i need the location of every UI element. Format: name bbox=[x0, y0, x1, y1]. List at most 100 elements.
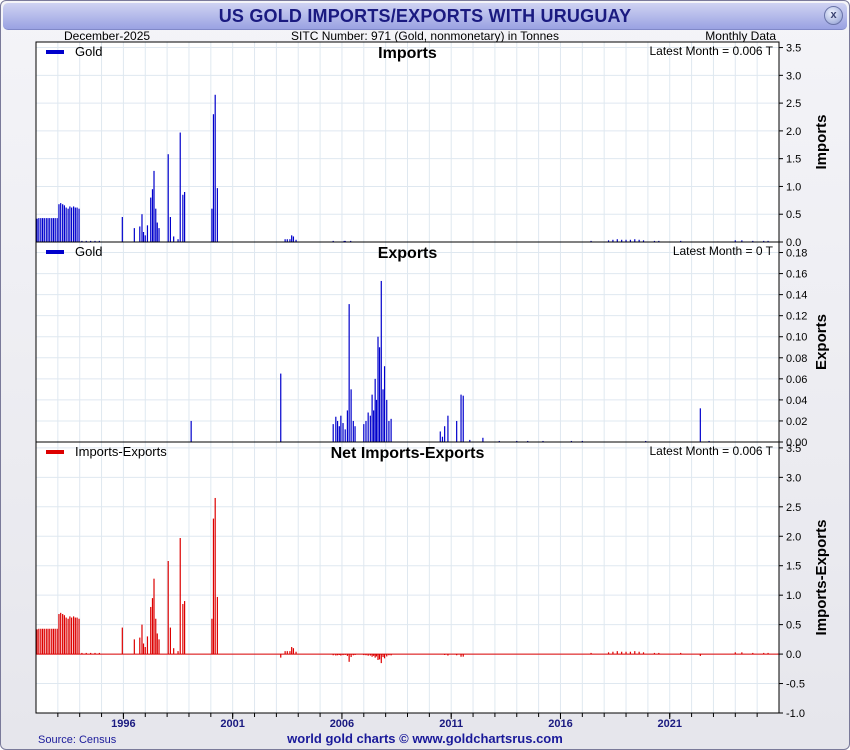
exports-bar bbox=[462, 395, 464, 442]
net-ytick-label: 3.0 bbox=[786, 472, 801, 484]
net-legend-label: Imports-Exports bbox=[75, 444, 167, 459]
net-latest-month: Latest Month = 0.006 T bbox=[649, 444, 773, 458]
exports-bar bbox=[346, 410, 349, 442]
imports-bar bbox=[150, 197, 152, 242]
exports-bar bbox=[344, 429, 346, 442]
imports-bar bbox=[629, 239, 631, 242]
imports-ytick-label: 3.0 bbox=[786, 70, 801, 82]
net-bar bbox=[78, 618, 80, 655]
net-bar bbox=[336, 654, 339, 656]
imports-bar bbox=[74, 207, 76, 242]
net-bar bbox=[52, 628, 55, 655]
exports-bar bbox=[469, 439, 471, 442]
imports-bar bbox=[634, 239, 636, 242]
exports-bar bbox=[498, 440, 500, 442]
imports-bar bbox=[612, 239, 614, 242]
net-bar bbox=[182, 604, 184, 655]
imports-bar bbox=[211, 208, 213, 242]
net-bar bbox=[177, 651, 179, 655]
exports-bar bbox=[380, 280, 382, 442]
net-bar bbox=[658, 652, 660, 655]
imports-bar bbox=[653, 240, 656, 242]
imports-bar bbox=[51, 218, 53, 242]
net-bar bbox=[344, 654, 346, 655]
imports-ytick-label: 3.5 bbox=[786, 43, 801, 55]
close-button[interactable]: x bbox=[824, 6, 843, 25]
imports-bar bbox=[90, 240, 92, 242]
imports-bar bbox=[85, 240, 87, 242]
net-bar bbox=[51, 628, 53, 655]
imports-bar bbox=[67, 208, 69, 242]
exports-bar bbox=[570, 440, 572, 442]
exports-ytick-label: 0.00 bbox=[786, 437, 807, 449]
imports-bar bbox=[81, 240, 83, 242]
imports-bar bbox=[54, 218, 56, 242]
net-bar bbox=[365, 654, 367, 656]
exports-bar bbox=[342, 423, 344, 442]
imports-bar bbox=[153, 170, 155, 242]
net-bar bbox=[36, 629, 38, 655]
exports-bar bbox=[375, 399, 378, 442]
net-bar bbox=[40, 628, 42, 655]
net-bar bbox=[291, 647, 293, 655]
imports-panel-title: Imports bbox=[378, 45, 437, 62]
net-bar bbox=[67, 618, 69, 655]
exports-bar bbox=[348, 304, 350, 442]
exports-bar bbox=[482, 437, 484, 442]
net-bar bbox=[460, 654, 462, 657]
imports-bar bbox=[38, 218, 40, 242]
title-bar: US GOLD IMPORTS/EXPORTS WITH URUGUAY x bbox=[3, 3, 847, 30]
net-bar bbox=[173, 648, 175, 655]
net-bar bbox=[383, 654, 386, 659]
net-bar bbox=[150, 606, 152, 655]
imports-bar bbox=[343, 240, 345, 242]
imports-bar bbox=[214, 94, 216, 243]
net-bar bbox=[629, 651, 631, 655]
imports-bar bbox=[158, 228, 160, 242]
net-bar bbox=[369, 654, 371, 656]
net-bar bbox=[367, 654, 369, 656]
net-bar bbox=[292, 648, 295, 655]
net-bar bbox=[184, 601, 186, 655]
net-bar bbox=[767, 652, 769, 655]
exports-axis-label: Exports bbox=[813, 314, 830, 370]
net-bar bbox=[590, 652, 592, 655]
net-bar bbox=[763, 652, 765, 655]
net-ytick-label: -1.0 bbox=[786, 708, 805, 720]
exports-bar bbox=[350, 389, 352, 442]
net-bar bbox=[374, 654, 376, 658]
exports-ytick-label: 0.08 bbox=[786, 353, 807, 365]
exports-bar bbox=[373, 410, 375, 442]
net-bar bbox=[179, 538, 181, 655]
net-bar bbox=[98, 652, 100, 655]
exports-ytick-label: 0.14 bbox=[786, 290, 807, 302]
net-bar bbox=[371, 654, 373, 657]
net-ytick-label: 0.0 bbox=[786, 649, 801, 661]
exports-ytick-label: 0.02 bbox=[786, 416, 807, 428]
net-bar bbox=[153, 578, 155, 655]
exports-bar bbox=[460, 394, 462, 442]
net-bar bbox=[607, 652, 610, 655]
net-bar bbox=[653, 652, 656, 655]
net-bar bbox=[354, 654, 356, 655]
imports-bar bbox=[607, 240, 610, 242]
imports-bar bbox=[58, 204, 60, 242]
exports-panel-title: Exports bbox=[378, 245, 438, 262]
exports-bar bbox=[439, 431, 441, 442]
imports-bar bbox=[216, 188, 218, 242]
exports-bar bbox=[699, 408, 701, 442]
imports-bar bbox=[289, 239, 291, 242]
net-bar bbox=[335, 654, 337, 656]
imports-ytick-label: 2.5 bbox=[786, 98, 801, 110]
imports-bar bbox=[72, 206, 75, 242]
net-bar bbox=[62, 614, 64, 655]
net-bar bbox=[45, 628, 47, 655]
exports-legend-label: Gold bbox=[75, 244, 102, 259]
net-ytick-label: 1.5 bbox=[786, 561, 801, 573]
exports-bar bbox=[382, 389, 384, 442]
exports-bar bbox=[378, 347, 381, 442]
imports-bar bbox=[56, 218, 58, 242]
imports-bar bbox=[295, 239, 297, 242]
net-bar bbox=[65, 617, 67, 655]
net-bar bbox=[56, 628, 58, 655]
